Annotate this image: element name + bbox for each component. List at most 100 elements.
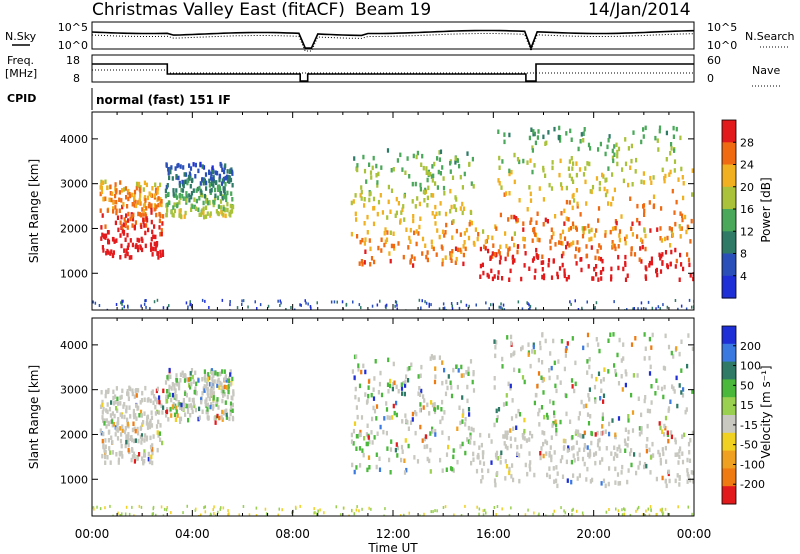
clutter-cell	[517, 300, 520, 304]
echo-cell	[386, 446, 389, 451]
echo-cell	[194, 174, 197, 179]
clutter-cell	[553, 509, 555, 513]
echo-cell	[181, 370, 184, 376]
echo-cell	[105, 424, 108, 429]
echo-cell	[127, 196, 130, 202]
clutter-cell	[645, 307, 647, 310]
colorbar-swatch	[722, 450, 736, 469]
clutter-cell	[305, 301, 307, 305]
echo-cell	[441, 360, 444, 365]
echo-cell	[450, 385, 453, 390]
echo-cell	[154, 404, 157, 410]
echo-cell	[175, 188, 178, 193]
echo-cell	[128, 385, 131, 391]
echo-cell	[411, 181, 414, 187]
echo-cell	[109, 251, 112, 256]
echo-cell	[624, 240, 627, 246]
echo-cell	[622, 356, 625, 361]
echo-cell	[536, 254, 539, 259]
echo-cell	[139, 245, 142, 251]
clutter-cell	[677, 307, 679, 310]
echo-cell	[372, 405, 375, 411]
echo-cell	[105, 233, 108, 238]
colorbar-swatch	[722, 253, 736, 277]
echo-cell	[543, 414, 546, 420]
colorbar-swatch	[722, 468, 736, 487]
echo-cell	[363, 221, 366, 226]
echo-cell	[689, 477, 692, 483]
echo-cell	[665, 459, 668, 464]
echo-cell	[221, 385, 224, 391]
echo-cell	[621, 387, 624, 392]
echo-cell	[223, 369, 226, 374]
echo-cell	[678, 351, 681, 357]
echo-cell	[220, 209, 223, 215]
echo-cell	[145, 206, 148, 211]
echo-cell	[514, 437, 517, 442]
echo-cell	[111, 253, 114, 259]
echo-cell	[510, 334, 513, 340]
clutter-cell	[538, 512, 540, 516]
echo-cell	[459, 247, 462, 253]
echo-cell	[570, 241, 573, 247]
echo-cell	[659, 236, 662, 241]
echo-cell	[171, 404, 174, 409]
echo-cell	[122, 222, 125, 227]
echo-cell	[651, 441, 654, 447]
echo-cell	[581, 456, 585, 462]
echo-cell	[535, 247, 538, 253]
echo-cell	[115, 199, 118, 205]
echo-cell	[474, 227, 477, 232]
clutter-cell	[121, 302, 123, 306]
echo-cell	[674, 452, 677, 457]
echo-cell	[191, 204, 194, 209]
echo-cell	[597, 371, 601, 376]
echo-cell	[175, 380, 178, 386]
echo-cell	[189, 413, 192, 418]
echo-cell	[353, 375, 356, 380]
echo-cell	[185, 377, 188, 382]
echo-cell	[210, 370, 214, 376]
echo-cell	[217, 405, 220, 410]
echo-cell	[504, 459, 507, 464]
echo-cell	[549, 445, 552, 450]
echo-cell	[586, 466, 589, 472]
echo-cell	[138, 187, 141, 192]
echo-cell	[182, 196, 185, 201]
clutter-cell	[185, 301, 188, 305]
echo-cell	[481, 262, 484, 268]
echo-cell	[187, 174, 190, 180]
echo-cell	[149, 444, 153, 450]
x-tick-label: 12:00	[376, 527, 411, 541]
clutter-cell	[162, 306, 165, 310]
echo-cell	[643, 464, 646, 470]
echo-cell	[161, 440, 164, 446]
echo-cell	[138, 413, 141, 418]
echo-cell	[591, 477, 594, 483]
echo-cell	[500, 450, 503, 455]
x-tick-label: 16:00	[476, 527, 511, 541]
echo-cell	[147, 203, 150, 209]
echo-cell	[115, 188, 118, 193]
echo-cell	[586, 161, 589, 166]
echo-cell	[523, 417, 526, 423]
echo-cell	[356, 414, 359, 420]
echo-cell	[360, 196, 363, 201]
clutter-cell	[227, 509, 229, 513]
power-colorbar-label: Power [dB]	[759, 177, 773, 242]
echo-cell	[476, 454, 479, 460]
echo-cell	[443, 233, 446, 238]
echo-cell	[513, 231, 516, 236]
echo-cell	[373, 259, 376, 265]
echo-cell	[654, 135, 657, 141]
echo-cell	[566, 478, 569, 483]
clutter-cell	[632, 307, 634, 310]
echo-cell	[395, 210, 398, 216]
echo-cell	[552, 420, 555, 426]
echo-cell	[609, 229, 612, 235]
echo-cell	[452, 367, 455, 373]
echo-cell	[539, 345, 542, 351]
echo-cell	[225, 415, 228, 420]
echo-cell	[571, 205, 574, 211]
echo-cell	[358, 446, 362, 451]
